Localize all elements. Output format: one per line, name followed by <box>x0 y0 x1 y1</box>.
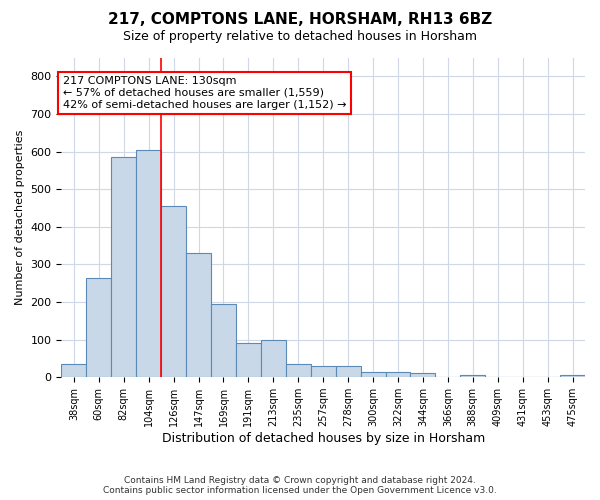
Text: 217 COMPTONS LANE: 130sqm
← 57% of detached houses are smaller (1,559)
42% of se: 217 COMPTONS LANE: 130sqm ← 57% of detac… <box>62 76 346 110</box>
Bar <box>161 206 186 377</box>
Bar <box>460 376 485 377</box>
Bar <box>560 374 585 377</box>
Y-axis label: Number of detached properties: Number of detached properties <box>15 130 25 305</box>
Bar <box>186 253 211 377</box>
Bar <box>261 340 286 377</box>
Bar <box>386 372 410 377</box>
Bar <box>286 364 311 377</box>
Bar <box>311 366 335 377</box>
Bar <box>86 278 111 377</box>
Bar <box>361 372 386 377</box>
Text: 217, COMPTONS LANE, HORSHAM, RH13 6BZ: 217, COMPTONS LANE, HORSHAM, RH13 6BZ <box>108 12 492 28</box>
Bar <box>335 366 361 377</box>
Bar <box>111 157 136 377</box>
Bar <box>136 150 161 377</box>
X-axis label: Distribution of detached houses by size in Horsham: Distribution of detached houses by size … <box>161 432 485 445</box>
Bar <box>61 364 86 377</box>
Text: Contains HM Land Registry data © Crown copyright and database right 2024.
Contai: Contains HM Land Registry data © Crown c… <box>103 476 497 495</box>
Text: Size of property relative to detached houses in Horsham: Size of property relative to detached ho… <box>123 30 477 43</box>
Bar <box>211 304 236 377</box>
Bar <box>410 372 436 377</box>
Bar <box>236 344 261 377</box>
